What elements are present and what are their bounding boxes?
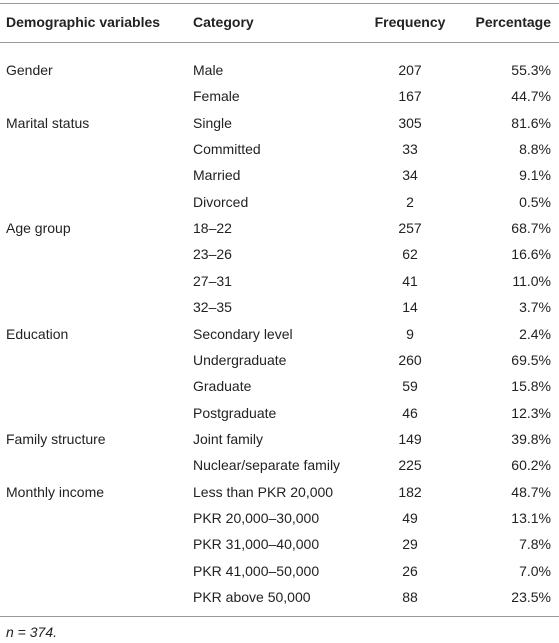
group-name: Gender [6, 62, 53, 78]
percentage: 69.5% [511, 352, 551, 368]
header-category: Category [193, 14, 254, 30]
frequency: 62 [402, 246, 418, 262]
frequency: 225 [398, 457, 422, 473]
group-name: Age group [6, 220, 71, 236]
percentage: 23.5% [511, 589, 551, 605]
category: Divorced [193, 194, 249, 210]
header-rule [0, 42, 559, 43]
category: 23–26 [193, 246, 232, 262]
category: PKR above 50,000 [193, 589, 311, 605]
category: Less than PKR 20,000 [193, 484, 334, 500]
group-name: Education [6, 326, 69, 342]
frequency: 149 [398, 431, 422, 447]
frequency: 260 [398, 352, 422, 368]
frequency: 9 [406, 326, 414, 342]
group-name: Monthly income [6, 484, 105, 500]
frequency: 33 [402, 141, 418, 157]
percentage: 11.0% [512, 273, 551, 289]
footnote: n = 374. [6, 624, 57, 640]
group-name: Family structure [6, 431, 106, 447]
frequency: 14 [402, 299, 418, 315]
top-rule [0, 3, 559, 4]
percentage: 39.8% [511, 431, 551, 447]
category: Postgraduate [193, 405, 277, 421]
percentage: 68.7% [511, 220, 551, 236]
category: Female [193, 88, 240, 104]
category: Single [193, 115, 232, 131]
frequency: 49 [402, 510, 418, 526]
frequency: 167 [398, 88, 422, 104]
category: PKR 20,000–30,000 [193, 510, 320, 526]
frequency: 182 [398, 484, 422, 500]
percentage: 7.0% [519, 563, 551, 579]
percentage: 0.5% [519, 194, 551, 210]
group-name: Marital status [6, 115, 90, 131]
frequency: 257 [398, 220, 422, 236]
percentage: 81.6% [511, 115, 551, 131]
frequency: 59 [402, 378, 418, 394]
category: PKR 31,000–40,000 [193, 536, 320, 552]
bottom-rule [0, 616, 559, 617]
header-percentage: Percentage [475, 14, 551, 30]
percentage: 48.7% [511, 484, 551, 500]
category: Undergraduate [193, 352, 287, 368]
percentage: 44.7% [511, 88, 551, 104]
category: Married [193, 167, 241, 183]
category: 18–22 [193, 220, 232, 236]
frequency: 207 [398, 62, 422, 78]
category: Graduate [193, 378, 252, 394]
percentage: 2.4% [519, 326, 551, 342]
category: 32–35 [193, 299, 232, 315]
percentage: 9.1% [519, 167, 551, 183]
frequency: 88 [402, 589, 418, 605]
category: Secondary level [193, 326, 293, 342]
frequency: 26 [402, 563, 418, 579]
category: Nuclear/separate family [193, 457, 341, 473]
percentage: 8.8% [519, 141, 551, 157]
frequency: 305 [398, 115, 422, 131]
percentage: 60.2% [511, 457, 551, 473]
category: Male [193, 62, 224, 78]
percentage: 13.1% [511, 510, 551, 526]
percentage: 7.8% [519, 536, 551, 552]
category: Committed [193, 141, 261, 157]
frequency: 41 [402, 273, 418, 289]
category: 27–31 [193, 273, 232, 289]
percentage: 15.8% [511, 378, 551, 394]
percentage: 55.3% [511, 62, 551, 78]
percentage: 3.7% [519, 299, 551, 315]
percentage: 16.6% [511, 246, 551, 262]
frequency: 29 [402, 536, 418, 552]
header-demographic: Demographic variables [6, 14, 161, 30]
header-frequency: Frequency [374, 14, 446, 30]
frequency: 34 [402, 167, 418, 183]
category: PKR 41,000–50,000 [193, 563, 320, 579]
percentage: 12.3% [511, 405, 551, 421]
frequency: 2 [406, 194, 414, 210]
frequency: 46 [402, 405, 418, 421]
category: Joint family [193, 431, 264, 447]
